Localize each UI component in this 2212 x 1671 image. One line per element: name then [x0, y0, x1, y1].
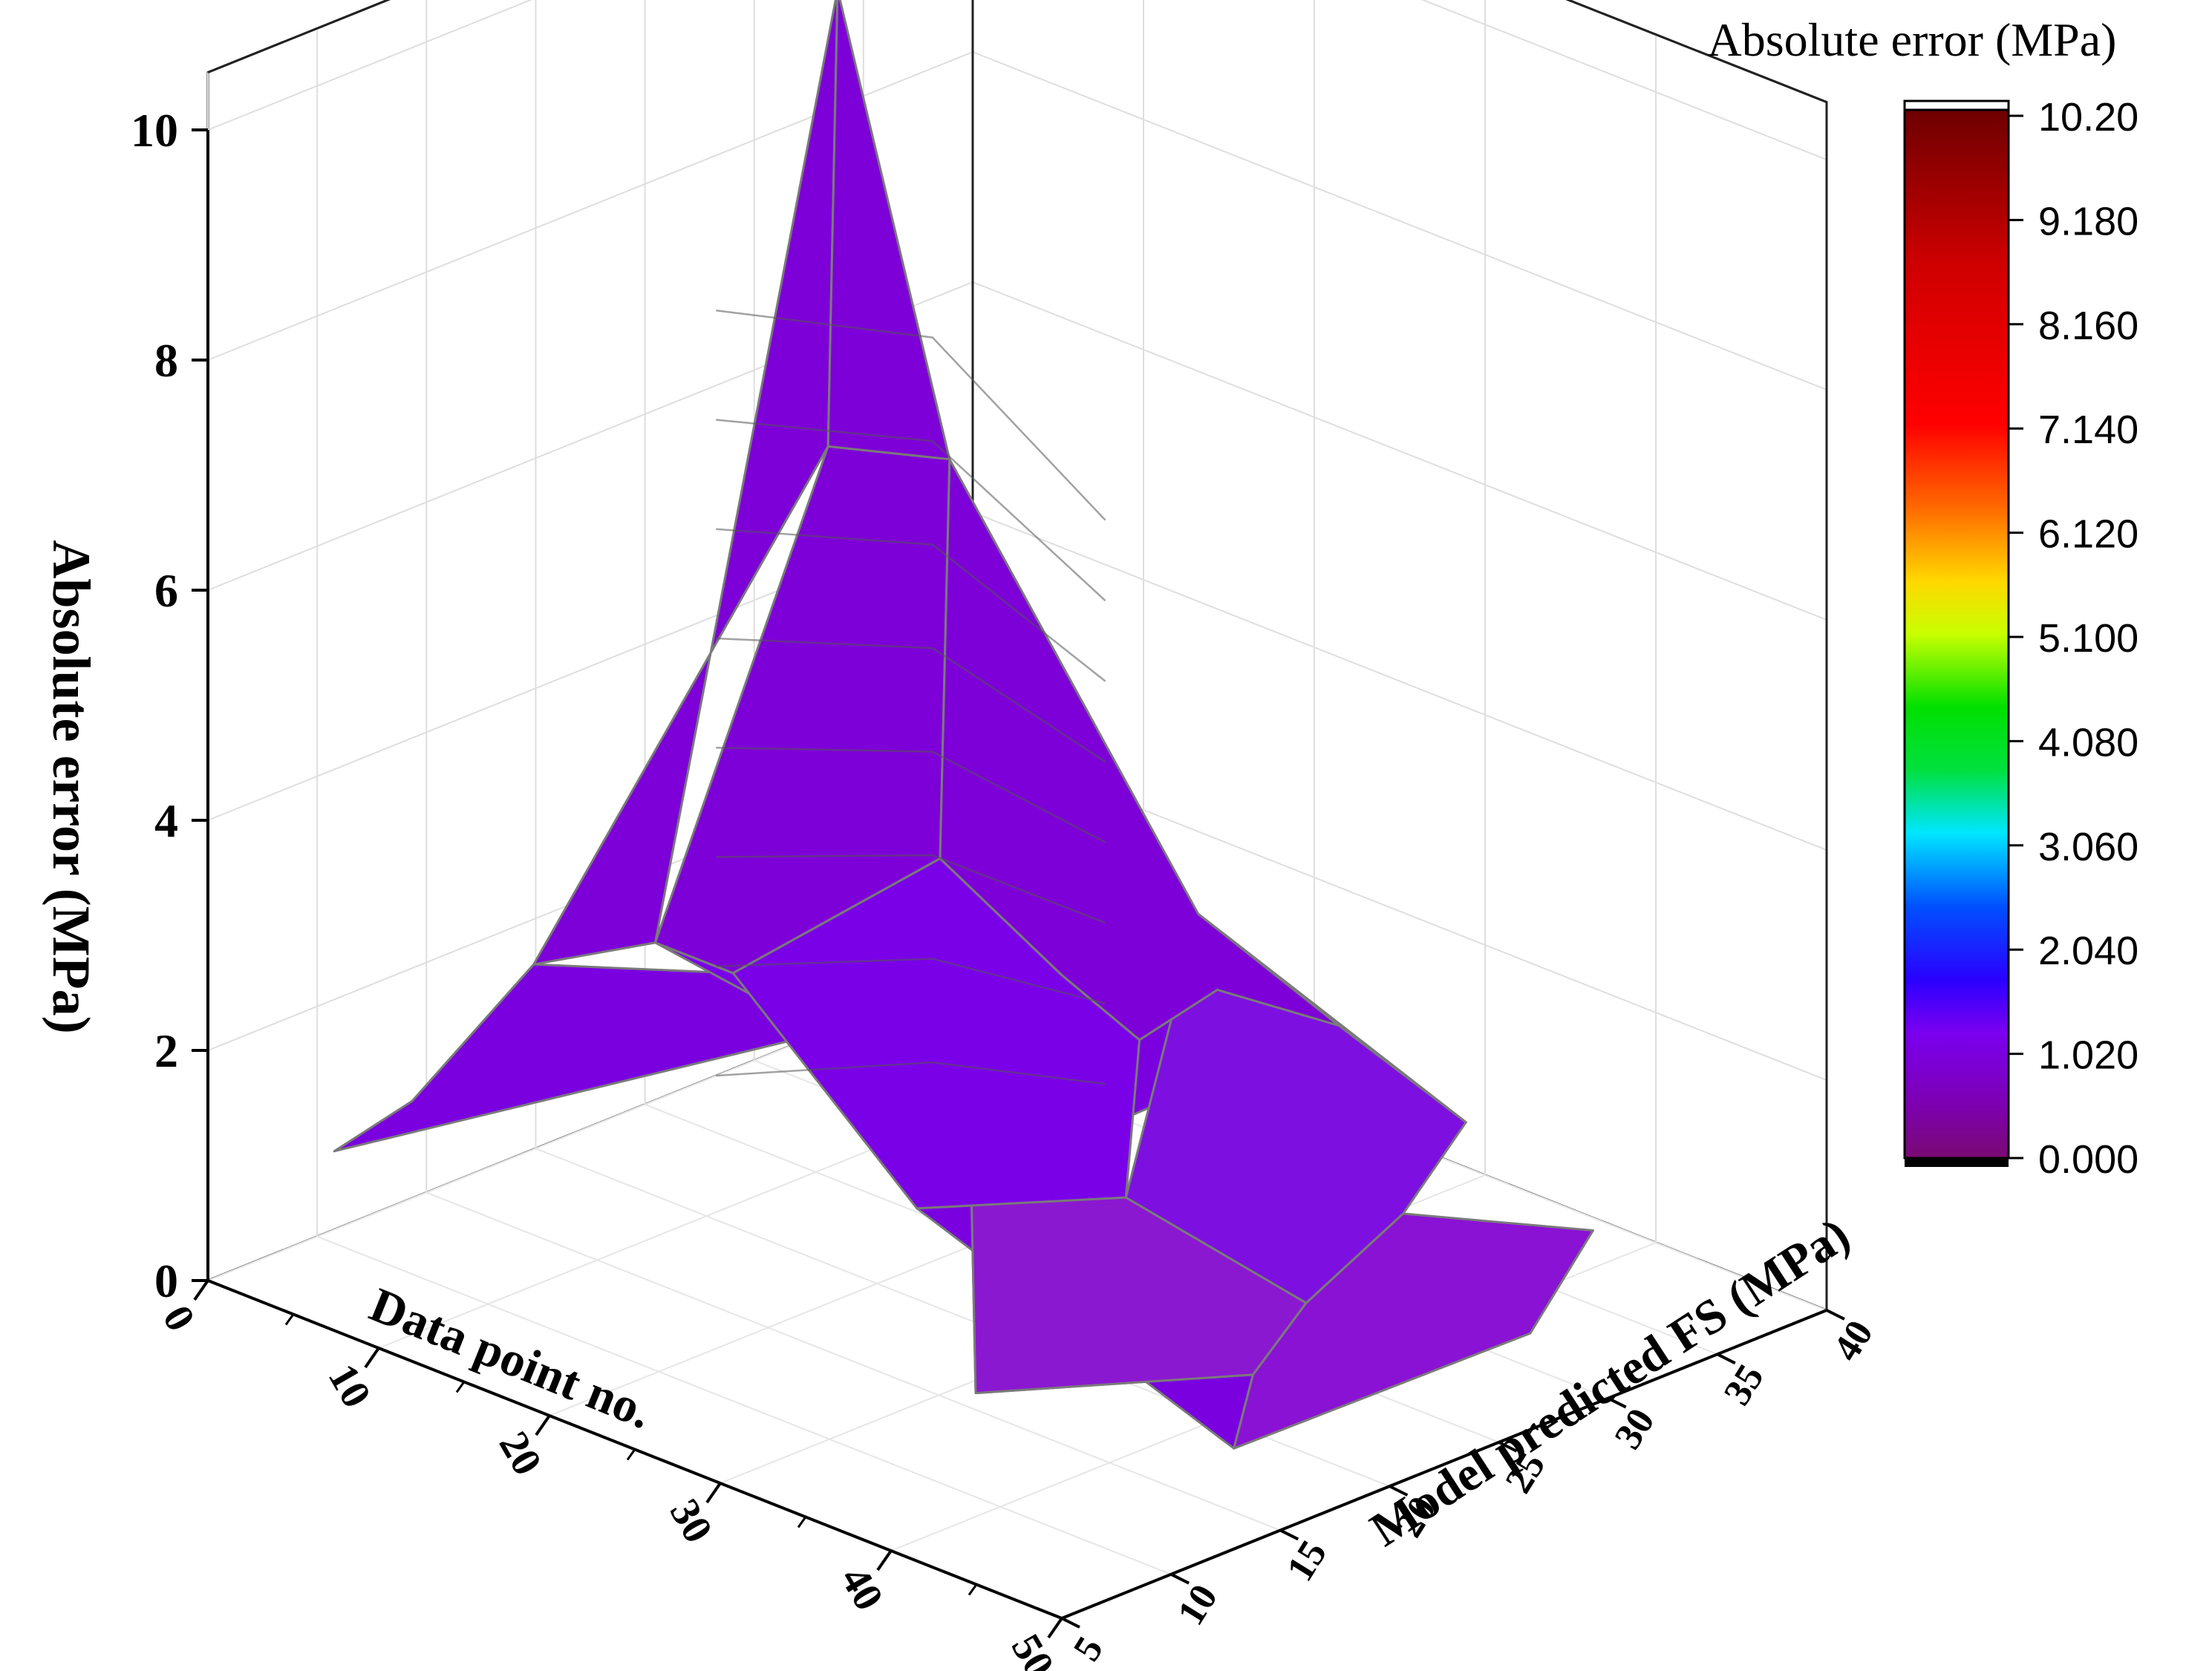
z-tick-label: 6: [154, 564, 178, 617]
contour-line: [716, 854, 1106, 924]
y-tick-label: 15: [1279, 1534, 1335, 1589]
x-tick-mark: [1047, 1617, 1063, 1639]
colorbar-top-cap: [1903, 99, 2010, 111]
colorbar-tick-label: 10.20: [2038, 95, 2138, 140]
x-tick-label: 50: [1002, 1626, 1063, 1671]
y-tick-mark: [1389, 1485, 1409, 1497]
z-tick-label: 10: [131, 104, 178, 157]
colorbar-tick-label: 2.040: [2038, 929, 2138, 973]
y-tick-label: 40: [1825, 1313, 1882, 1368]
contour-line: [716, 1061, 1106, 1085]
y-tick-mark: [1607, 1396, 1627, 1409]
colorbar: 10.20 9.180 8.160 7.140 6.120 5.100 4.080 3.060…: [1903, 95, 2138, 1182]
contour-line: [716, 309, 1106, 521]
y-tick-label: 10: [1169, 1577, 1226, 1632]
z-axis-title: Absolute error (MPa): [42, 540, 101, 1033]
y-tick-mark: [1061, 1617, 1080, 1629]
z-tick-label: 0: [154, 1255, 178, 1307]
grid-line: [316, 1235, 1172, 1575]
contour-line: [716, 746, 1106, 843]
grid-line: [972, 281, 1827, 621]
colorbar-tick-label: 0.000: [2038, 1137, 2138, 1182]
colorbar-title: Absolute error (MPa): [1708, 13, 2117, 66]
contour-line: [716, 528, 1106, 682]
grid-line: [1420, 0, 1827, 160]
grid-line: [972, 51, 1827, 390]
y-tick-mark: [1279, 1528, 1299, 1541]
grid-line: [207, 0, 533, 131]
colorbar-tick-label: 7.140: [2038, 408, 2138, 452]
colorbar-bottom-cap: [1905, 1158, 2009, 1167]
x-tick-mark: [535, 1414, 551, 1436]
surface: [333, 0, 1594, 1450]
x-tick-label: 10: [319, 1356, 380, 1415]
surface-peak-left: [532, 0, 839, 966]
y-tick-label: 5: [1066, 1629, 1112, 1668]
z-tick-label: 4: [154, 794, 178, 847]
colorbar-tick-label: 1.020: [2038, 1033, 2138, 1078]
grid-line: [425, 1191, 1281, 1531]
colorbar-tick-label: 5.100: [2038, 616, 2138, 661]
surface-mid: [731, 857, 1141, 1210]
contour-line: [716, 637, 1106, 763]
colorbar-tick-label: 8.160: [2038, 304, 2138, 348]
z-tick-label: 8: [154, 334, 178, 387]
colorbar-tick-label: 9.180: [2038, 199, 2138, 243]
y-tick-mark: [1826, 1309, 1845, 1321]
x-tick-mark: [364, 1347, 380, 1369]
colorbar-tick-label: 3.060: [2038, 825, 2138, 869]
z-tick-label: 2: [154, 1024, 178, 1077]
y-axis-line: [1061, 1309, 1827, 1620]
x-tick-mark: [193, 1279, 209, 1301]
x-tick-label: 20: [490, 1424, 551, 1482]
y-tick-label: 35: [1716, 1357, 1772, 1412]
x-tick-label: 30: [661, 1491, 722, 1550]
grid-line: [972, 511, 1827, 851]
contour-line: [716, 419, 1106, 602]
contour-line: [716, 958, 1106, 1004]
x-tick-mark: [876, 1549, 893, 1572]
x-tick-label: 40: [832, 1559, 893, 1618]
colorbar-gradient: [1903, 108, 2010, 1160]
colorbar-tick-label: 4.080: [2038, 720, 2138, 765]
surface-facet: [1233, 1212, 1594, 1450]
y-tick-mark: [1170, 1572, 1190, 1585]
x-tick-mark: [705, 1482, 722, 1504]
y-tick-mark: [1716, 1353, 1736, 1365]
y-tick-mark: [1498, 1441, 1518, 1453]
colorbar-tick-label: 6.120: [2038, 512, 2138, 557]
